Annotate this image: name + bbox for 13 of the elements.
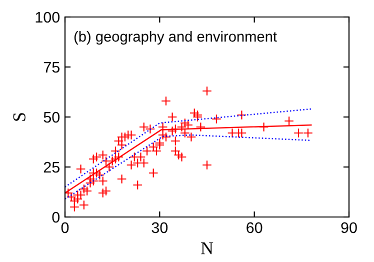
x-tick-label: 90 (341, 222, 357, 234)
annotation: (b) geography and environment (74, 31, 277, 45)
x-tick-label: 30 (152, 222, 168, 234)
y-tick-label: 100 (36, 12, 60, 23)
y-tick-label: 75 (44, 62, 60, 73)
y-axis-title: S (13, 113, 26, 121)
y-tick-label: 25 (44, 162, 60, 173)
x-tick-label: 60 (246, 222, 262, 234)
x-tick-label: 0 (61, 222, 69, 234)
line-series (65, 134, 312, 200)
x-axis-title: N (201, 242, 214, 254)
y-tick-label: 50 (44, 112, 60, 123)
y-tick-label: 0 (52, 212, 60, 223)
